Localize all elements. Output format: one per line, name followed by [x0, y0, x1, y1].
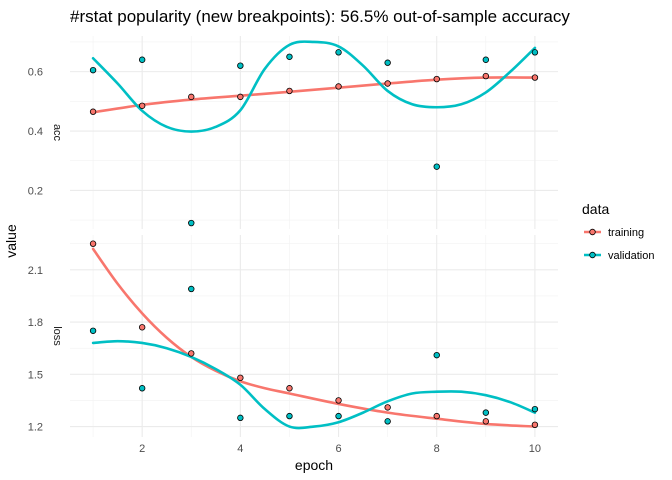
legend-title: data — [582, 201, 609, 217]
data-point-training-loss — [482, 418, 490, 425]
data-point-training-acc — [188, 93, 195, 101]
data-points — [89, 49, 539, 429]
data-point-validation-acc — [433, 163, 440, 170]
data-point-training-loss — [384, 404, 391, 411]
panel-strips: acc loss — [51, 124, 63, 346]
data-point-training-acc — [384, 80, 391, 87]
y-axis-title: value — [3, 224, 19, 258]
legend-item-training: training — [584, 227, 644, 239]
data-point-validation-loss — [384, 418, 391, 425]
legend-label-training: training — [608, 227, 644, 239]
y-tick-label: 1.5 — [28, 369, 43, 381]
data-point-validation-loss — [335, 412, 342, 420]
legend-key-point-validation — [589, 251, 596, 259]
data-point-training-acc — [237, 93, 244, 101]
x-axis-title: epoch — [295, 457, 333, 473]
legend: data training validation — [582, 201, 654, 262]
series-line-training-acc — [91, 76, 537, 114]
legend-item-validation: validation — [584, 250, 654, 262]
panel-strip-label-loss: loss — [51, 326, 63, 346]
data-point-validation-loss — [433, 351, 440, 359]
series-line-validation-acc — [91, 40, 537, 133]
x-tick-label: 6 — [335, 443, 341, 455]
data-point-validation-acc — [286, 53, 293, 60]
gridlines — [70, 36, 558, 437]
x-tick-label: 4 — [237, 443, 243, 455]
data-point-validation-loss — [89, 327, 97, 334]
data-point-training-acc — [433, 75, 440, 83]
data-point-validation-acc — [335, 49, 342, 56]
data-point-training-loss — [138, 324, 146, 331]
series-lines — [91, 40, 537, 430]
data-point-training-loss — [89, 240, 97, 247]
data-point-validation-loss — [138, 385, 146, 392]
data-point-training-loss — [531, 421, 539, 429]
x-tick-labels: 2 4 6 8 10 — [139, 443, 541, 455]
data-point-training-acc — [138, 102, 146, 109]
data-point-validation-acc — [138, 56, 146, 63]
y-tick-label: 1.2 — [28, 422, 43, 434]
data-point-training-loss — [188, 350, 195, 357]
legend-key-point-training — [589, 228, 596, 236]
series-line-validation-loss — [91, 339, 537, 430]
chart-title: #rstat popularity (new breakpoints): 56.… — [70, 7, 570, 26]
data-point-training-acc — [531, 74, 539, 81]
data-point-validation-acc — [237, 62, 244, 69]
x-tick-label: 10 — [529, 443, 541, 455]
data-point-validation-acc — [384, 59, 391, 66]
x-tick-label: 2 — [139, 443, 145, 455]
data-point-training-loss — [237, 374, 244, 381]
data-point-training-acc — [335, 83, 342, 90]
data-point-training-loss — [433, 412, 440, 420]
data-point-validation-loss — [237, 414, 244, 422]
y-tick-label: 0.6 — [28, 67, 43, 79]
data-point-validation-acc — [531, 49, 539, 56]
data-point-training-loss — [286, 385, 293, 392]
y-tick-label: 1.8 — [28, 317, 43, 329]
data-point-validation-loss — [188, 285, 195, 293]
series-line-training-loss — [91, 247, 537, 428]
y-tick-label: 0.4 — [28, 126, 43, 138]
data-point-training-acc — [89, 108, 97, 115]
data-point-validation-loss — [286, 412, 293, 420]
data-point-training-loss — [335, 397, 342, 404]
data-point-training-acc — [286, 87, 293, 95]
legend-label-validation: validation — [608, 250, 654, 262]
panel-strip-label-acc: acc — [51, 124, 63, 142]
data-point-validation-loss — [531, 405, 539, 413]
x-tick-label: 8 — [434, 443, 440, 455]
data-point-validation-acc — [188, 219, 195, 227]
y-tick-label: 2.1 — [28, 265, 43, 277]
y-tick-label: 0.2 — [28, 185, 43, 197]
y-tick-labels: 0.2 0.4 0.6 1.2 1.5 1.8 2.1 — [28, 67, 43, 434]
data-point-validation-loss — [482, 409, 490, 416]
data-point-validation-acc — [482, 56, 490, 63]
data-point-validation-acc — [89, 66, 97, 74]
data-point-training-acc — [482, 72, 490, 80]
